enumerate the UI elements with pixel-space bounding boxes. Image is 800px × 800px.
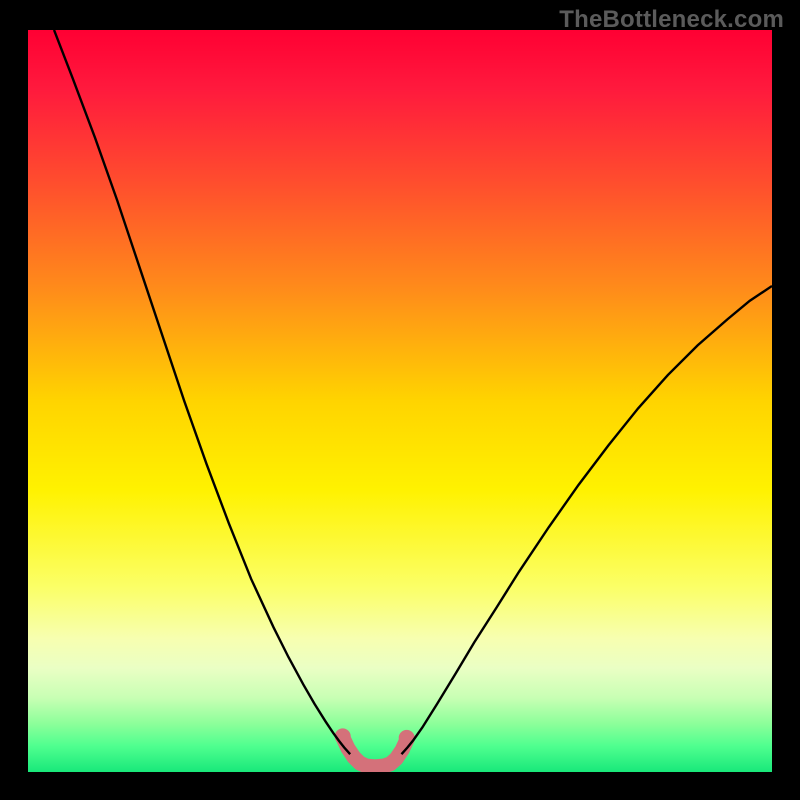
- chart-overlay: [28, 30, 772, 772]
- trough-highlight: [343, 737, 408, 767]
- curve-right: [401, 286, 772, 754]
- curve-left: [54, 30, 350, 754]
- watermark-text: TheBottleneck.com: [559, 6, 784, 34]
- chart-frame: TheBottleneck.com: [0, 0, 800, 800]
- plot-area: [28, 30, 772, 772]
- trough-dot-1: [399, 730, 415, 746]
